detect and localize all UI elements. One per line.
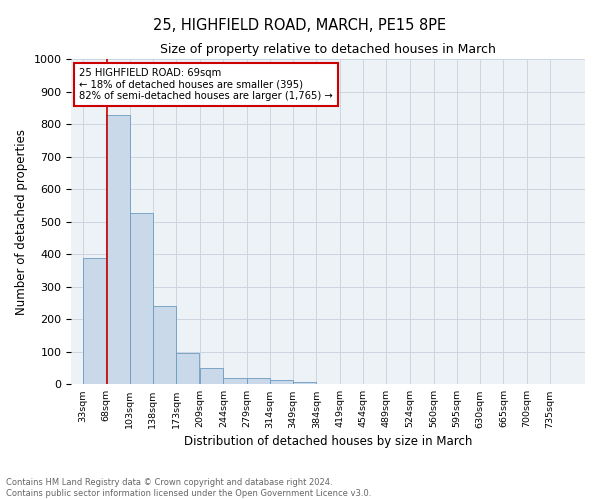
Bar xyxy=(83,258,106,384)
Bar xyxy=(176,353,199,384)
Text: Contains HM Land Registry data © Crown copyright and database right 2024.
Contai: Contains HM Land Registry data © Crown c… xyxy=(6,478,371,498)
Bar xyxy=(247,378,270,384)
Text: 25 HIGHFIELD ROAD: 69sqm
← 18% of detached houses are smaller (395)
82% of semi-: 25 HIGHFIELD ROAD: 69sqm ← 18% of detach… xyxy=(79,68,333,101)
Bar xyxy=(106,114,130,384)
Bar xyxy=(130,213,153,384)
Bar xyxy=(223,378,247,384)
Bar xyxy=(153,306,176,384)
Title: Size of property relative to detached houses in March: Size of property relative to detached ho… xyxy=(160,42,496,56)
Y-axis label: Number of detached properties: Number of detached properties xyxy=(15,129,28,315)
X-axis label: Distribution of detached houses by size in March: Distribution of detached houses by size … xyxy=(184,434,472,448)
Bar xyxy=(270,380,293,384)
Text: 25, HIGHFIELD ROAD, MARCH, PE15 8PE: 25, HIGHFIELD ROAD, MARCH, PE15 8PE xyxy=(154,18,446,32)
Bar xyxy=(293,382,316,384)
Bar xyxy=(200,368,223,384)
